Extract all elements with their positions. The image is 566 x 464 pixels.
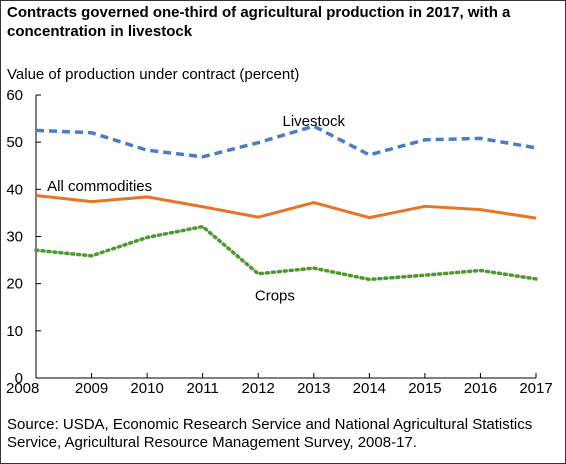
series-label-livestock: Livestock	[283, 113, 346, 130]
x-tick-label: 2010	[130, 380, 163, 397]
y-tick-label: 30	[6, 229, 23, 246]
x-tick-label: 2016	[464, 380, 497, 397]
x-tick-label: 2009	[75, 380, 108, 397]
series-layer	[34, 124, 538, 282]
y-tick-label: 60	[6, 87, 23, 104]
axes: 0 10 20 30 40 50 60 2008 2009 2010 2011 2012 2013 201…	[6, 87, 553, 397]
y-tick-label: 20	[6, 276, 23, 293]
x-tick-label: 2013	[297, 380, 330, 397]
y-tick-label: 0	[15, 370, 23, 387]
x-tick-label: 2017	[519, 380, 552, 397]
y-axis-label: Value of production under contract (perc…	[7, 66, 300, 83]
series-line-all-commodities	[35, 193, 537, 220]
x-tick-label: 2008	[6, 380, 39, 397]
x-tick-label: 2011	[187, 380, 219, 397]
series-line-livestock	[35, 124, 537, 159]
series-label-crops: Crops	[255, 287, 295, 304]
x-tick-label: 2012	[242, 380, 275, 397]
y-tick-label: 40	[6, 181, 23, 198]
x-tick-label: 2015	[408, 380, 441, 397]
series-label-all-commodities: All commodities	[47, 178, 152, 195]
series-labels: Livestock All commodities Crops	[47, 113, 345, 305]
x-tick-label: 2014	[353, 380, 386, 397]
source-note: Source: USDA, Economic Research Service …	[7, 416, 533, 451]
series-line-crops	[34, 224, 538, 282]
y-tick-label: 50	[6, 134, 23, 151]
y-tick-label: 10	[6, 323, 23, 340]
chart-title: Contracts governed one-third of agricult…	[7, 4, 511, 40]
